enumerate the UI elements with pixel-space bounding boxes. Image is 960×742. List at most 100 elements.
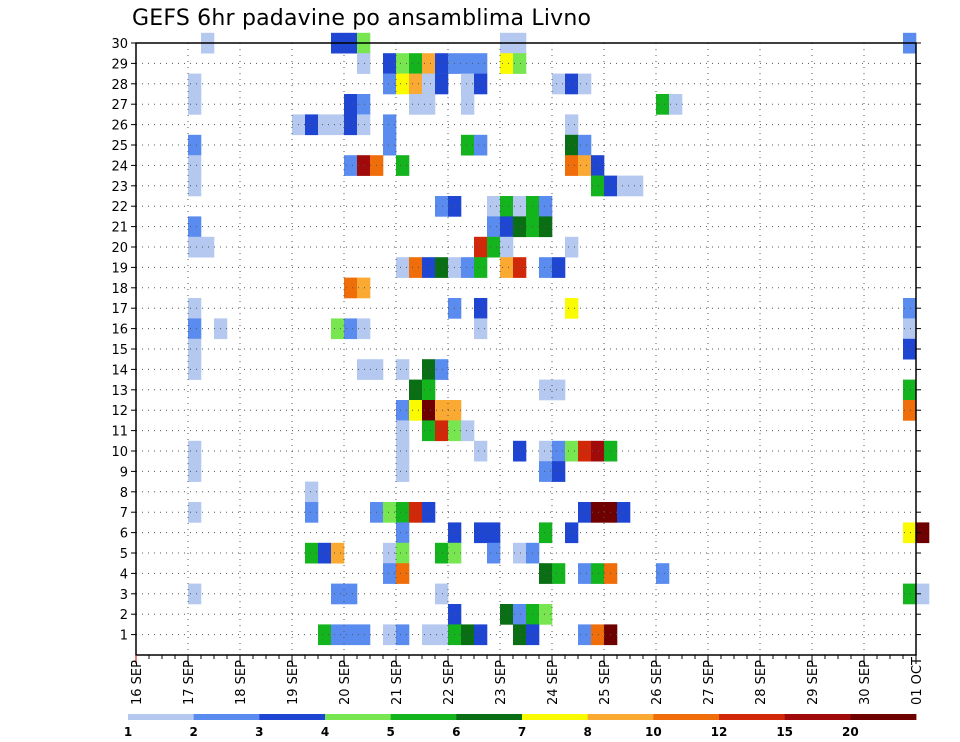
x-tick-label: 19 SEP — [286, 660, 301, 705]
colorbar-label: 4 — [321, 725, 329, 739]
heatmap-cell — [461, 73, 475, 95]
heatmap-cell — [305, 542, 319, 564]
heatmap-cell — [487, 236, 501, 258]
colorbar-label: 6 — [452, 725, 460, 739]
heatmap-cell — [500, 216, 514, 238]
heatmap-cell — [474, 134, 488, 156]
heatmap-cell — [578, 624, 592, 646]
heatmap-cell — [565, 522, 579, 544]
heatmap-cell — [513, 604, 527, 625]
heatmap-cell — [552, 257, 566, 278]
heatmap-cell — [422, 502, 436, 523]
heatmap-cell — [435, 359, 449, 380]
heatmap-cell — [565, 236, 579, 258]
heatmap-cell — [578, 502, 592, 523]
heatmap-cell — [435, 624, 449, 646]
heatmap-cell — [552, 563, 566, 584]
heatmap-cell — [318, 114, 332, 136]
heatmap-cell — [396, 542, 410, 564]
y-tick-label: 13 — [111, 384, 128, 399]
y-tick-label: 6 — [120, 527, 128, 542]
heatmap-cell — [396, 257, 410, 278]
heatmap-cell — [565, 134, 579, 156]
heatmap-cell — [396, 461, 410, 482]
heatmap-cell — [188, 155, 202, 176]
y-tick-label: 4 — [120, 567, 128, 582]
heatmap-cell — [188, 359, 202, 380]
heatmap-cell — [357, 624, 371, 646]
heatmap-cell — [565, 440, 579, 462]
heatmap-cell — [591, 563, 605, 584]
heatmap-cell — [344, 318, 358, 340]
heatmap-cell — [513, 624, 527, 646]
heatmap-cell — [591, 440, 605, 462]
heatmap-cell — [656, 94, 670, 115]
heatmap-cell — [396, 420, 410, 442]
heatmap-cell — [578, 134, 592, 156]
heatmap-cell — [422, 257, 436, 278]
heatmap-cell — [422, 94, 436, 115]
x-tick-label: 30 SEP — [858, 660, 873, 705]
heatmap-cell — [344, 94, 358, 115]
heatmap-cell — [188, 318, 202, 340]
y-tick-label: 14 — [111, 363, 128, 378]
y-tick-label: 3 — [120, 588, 128, 603]
heatmap-cell — [903, 379, 917, 401]
heatmap-cell — [669, 94, 683, 115]
heatmap-cell — [422, 379, 436, 401]
heatmap-cell — [474, 257, 488, 278]
heatmap-cell — [591, 175, 605, 197]
heatmap-cell — [617, 502, 631, 523]
heatmap-cell — [188, 440, 202, 462]
y-tick-label: 15 — [111, 343, 128, 358]
heatmap-cell — [383, 624, 397, 646]
heatmap-cell — [539, 522, 553, 544]
colorbar-segment — [653, 714, 720, 720]
heatmap-cell — [435, 73, 449, 95]
colorbar-segment — [193, 714, 260, 720]
x-tick-label: 01 OCT — [910, 657, 925, 705]
heatmap-cell — [357, 359, 371, 380]
heatmap-cell — [513, 53, 527, 74]
colorbar-label: 7 — [518, 725, 526, 739]
heatmap-cell — [188, 216, 202, 238]
heatmap-cell — [305, 481, 319, 503]
heatmap-cell — [617, 175, 631, 197]
heatmap-cell — [903, 583, 917, 605]
y-tick-label: 23 — [111, 180, 128, 195]
x-tick-label: 26 SEP — [650, 660, 665, 705]
heatmap-cell — [903, 298, 917, 319]
heatmap-cell — [435, 583, 449, 605]
heatmap-cell — [552, 73, 566, 95]
heatmap-cell — [383, 114, 397, 136]
x-tick-label: 20 SEP — [338, 660, 353, 705]
heatmap-cell — [396, 400, 410, 421]
heatmap-cell — [422, 53, 436, 74]
heatmap-cell — [903, 338, 917, 360]
heatmap-cell — [461, 420, 475, 442]
heatmap-cell — [435, 420, 449, 442]
heatmap-cell — [487, 542, 501, 564]
heatmap-cell — [487, 522, 501, 544]
x-tick-label: 24 SEP — [546, 660, 561, 705]
heatmap-cell — [565, 73, 579, 95]
x-tick-label: 16 SEP — [130, 660, 145, 705]
heatmap-cell — [474, 522, 488, 544]
heatmap-cell — [539, 563, 553, 584]
heatmap-cell — [396, 563, 410, 584]
colorbar-label: 3 — [255, 725, 263, 739]
y-tick-label: 2 — [120, 608, 128, 623]
heatmap-cell — [461, 53, 475, 74]
heatmap-cell — [188, 502, 202, 523]
heatmap-cell — [422, 420, 436, 442]
heatmap-cell — [305, 114, 319, 136]
heatmap-cell — [409, 94, 423, 115]
heatmap-cell — [500, 257, 514, 278]
heatmap-cell — [435, 53, 449, 74]
heatmap-cell — [344, 277, 358, 299]
heatmap-cell — [396, 624, 410, 646]
heatmap-cell — [344, 114, 358, 136]
heatmap-cell — [188, 73, 202, 95]
